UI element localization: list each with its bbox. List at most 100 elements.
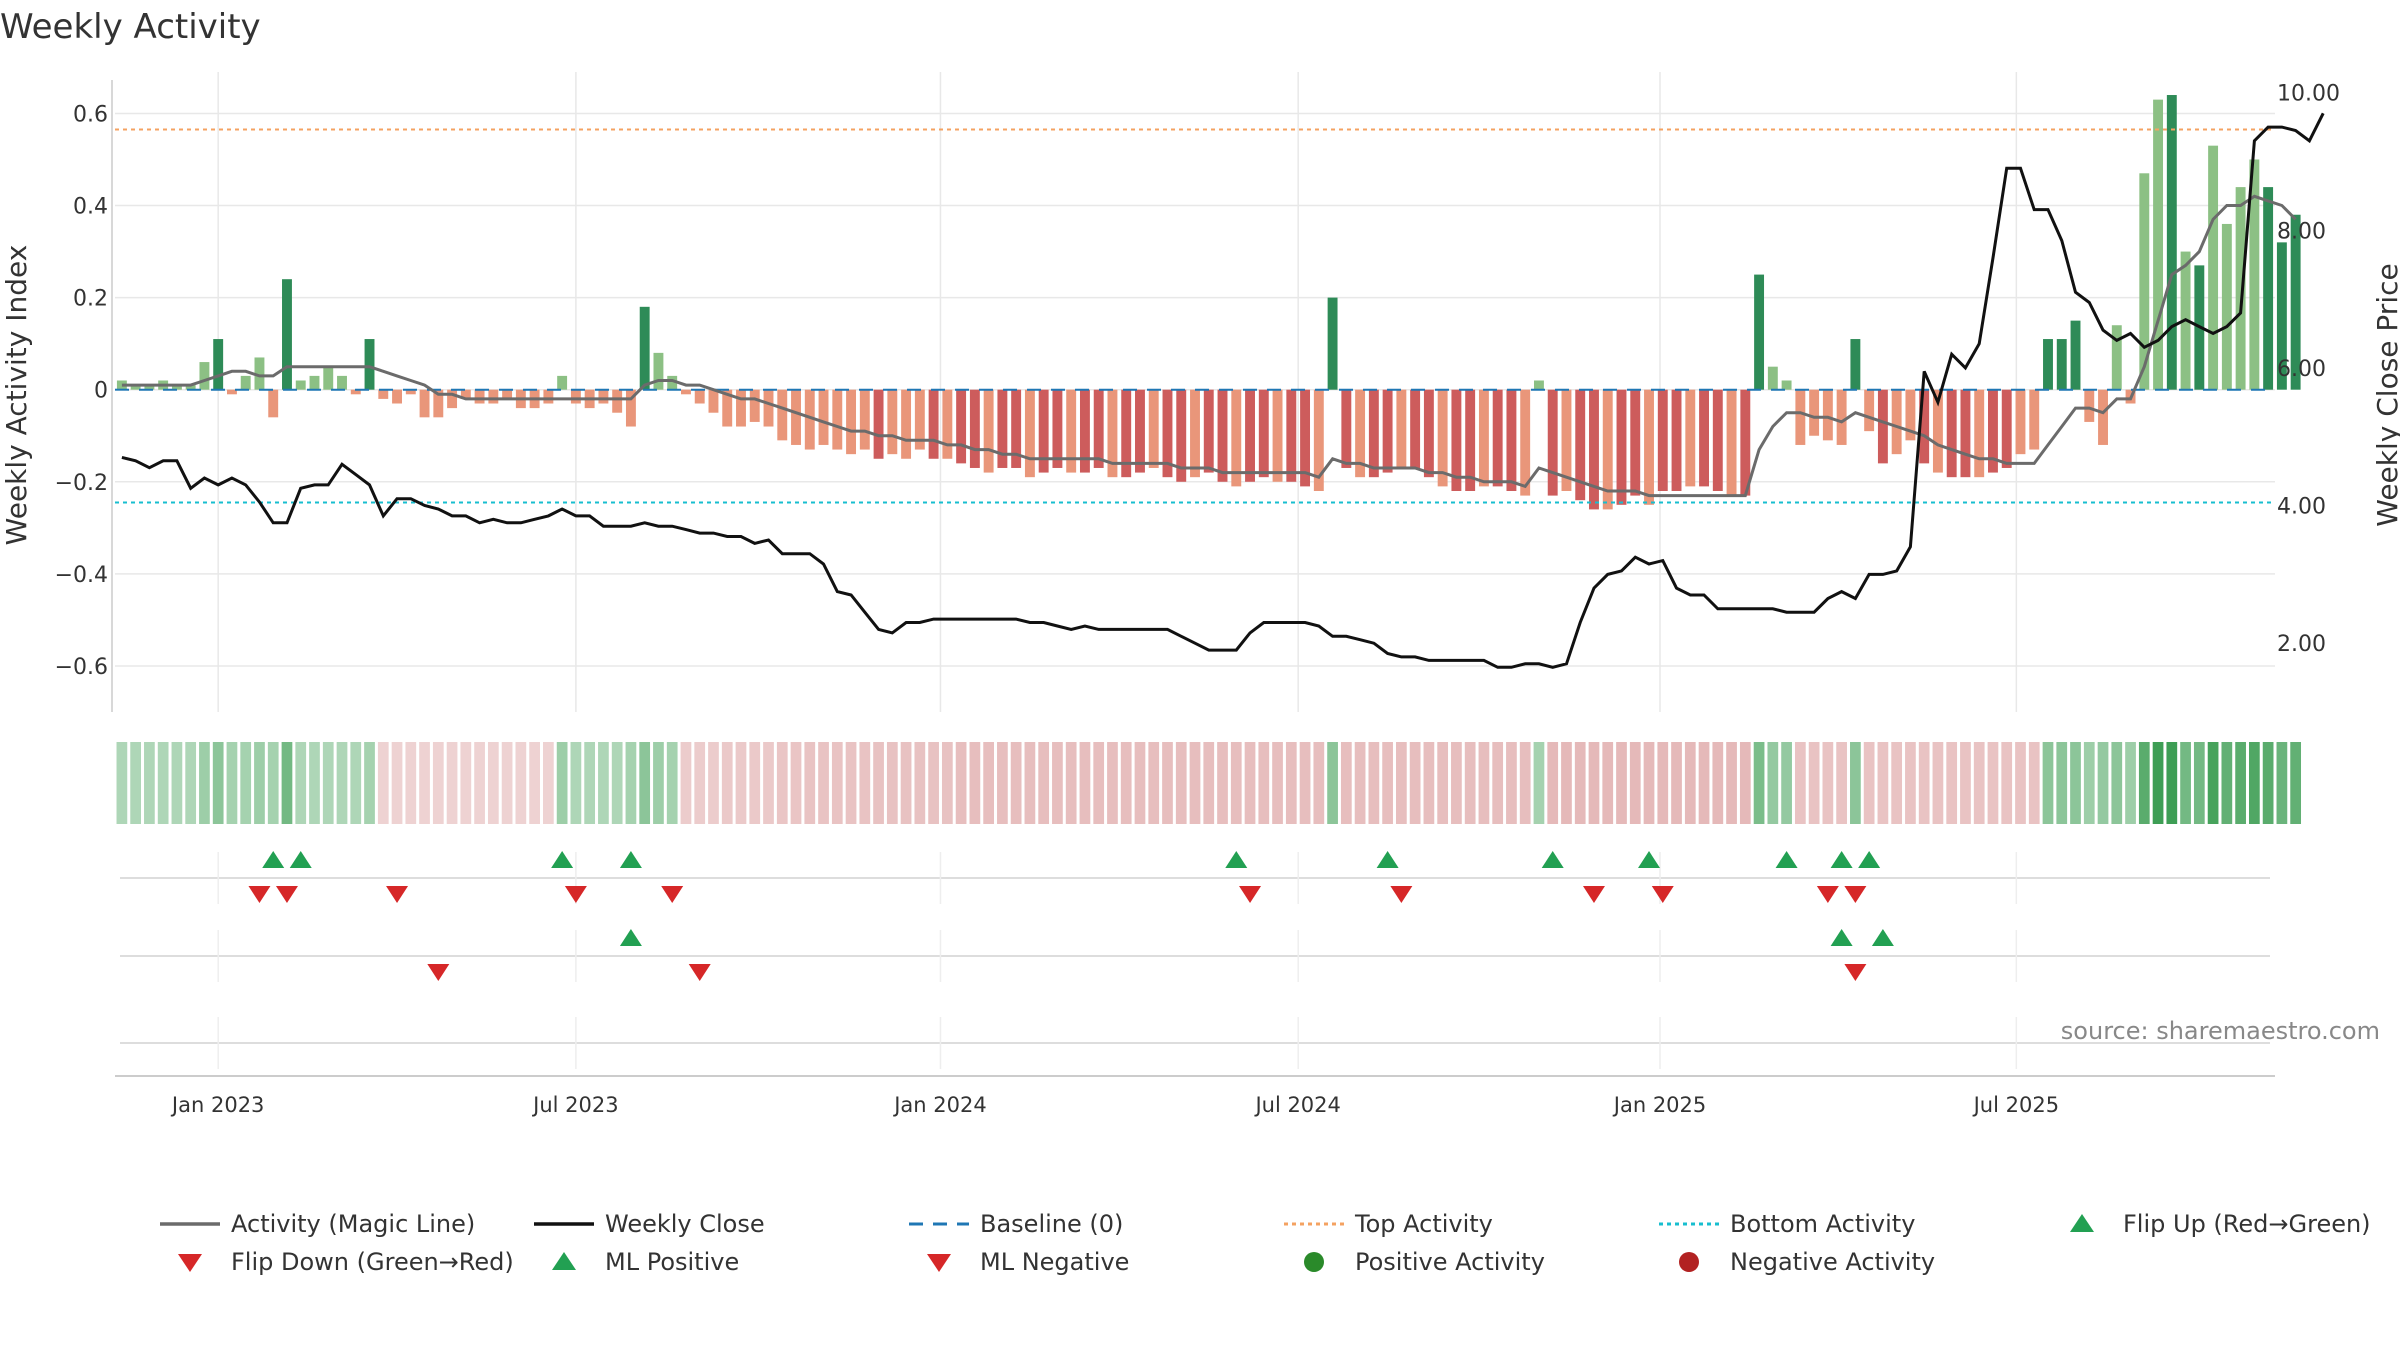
- legend-swatch-dot: [1679, 1252, 1699, 1272]
- heatmap-cell: [1492, 742, 1504, 824]
- heatmap-cell: [515, 742, 527, 824]
- activity-bar: [1437, 389, 1448, 487]
- right-tick-label: 6.00: [2277, 357, 2326, 382]
- activity-bar: [1176, 389, 1187, 482]
- activity-bar: [1066, 389, 1077, 473]
- flip-down-marker: [661, 886, 684, 903]
- flip-down-marker: [1816, 886, 1839, 903]
- heatmap-cell: [1519, 742, 1531, 824]
- heatmap-cell: [1836, 742, 1847, 824]
- left-tick-label: 0.2: [73, 287, 108, 312]
- heatmap-cell: [1574, 742, 1586, 824]
- legend-label: Top Activity: [1354, 1210, 1493, 1238]
- legend-label: Negative Activity: [1730, 1248, 1935, 1276]
- heatmap-cell: [1698, 742, 1710, 824]
- activity-bar: [171, 385, 182, 390]
- activity-bar: [2290, 214, 2301, 390]
- heatmap-cell: [598, 742, 609, 824]
- activity-bar: [323, 366, 334, 390]
- heatmap-cell: [2221, 742, 2233, 824]
- heatmap-cell: [1065, 742, 1077, 824]
- flip-up-marker: [619, 851, 642, 868]
- activity-bar: [956, 389, 967, 464]
- heatmap-cell: [2056, 742, 2068, 824]
- heatmap-cell: [1162, 742, 1173, 824]
- legend-label: Positive Activity: [1355, 1248, 1545, 1276]
- legend-label: Baseline (0): [980, 1210, 1123, 1238]
- activity-bar: [928, 389, 939, 459]
- legend-label: Bottom Activity: [1730, 1210, 1915, 1238]
- legend-swatch-dot: [1304, 1252, 1324, 1272]
- heatmap-cell: [1561, 742, 1572, 824]
- heatmap-cell: [1244, 742, 1256, 824]
- heatmap-cell: [419, 742, 430, 824]
- activity-bar: [570, 389, 581, 404]
- x-tick-label: Jul 2025: [1972, 1093, 2059, 1117]
- activity-bars: [116, 95, 2301, 510]
- heatmap-cell: [1905, 742, 1916, 824]
- activity-bar: [1231, 389, 1242, 487]
- heatmap-cell: [309, 742, 320, 824]
- left-axis-label: Weekly Activity Index: [0, 245, 33, 546]
- activity-bar: [1011, 389, 1022, 468]
- heatmap-cell: [446, 742, 458, 824]
- heatmap-cell: [1340, 742, 1352, 824]
- heatmap-cell: [1382, 742, 1393, 824]
- heatmap-cell: [2097, 742, 2109, 824]
- heatmap-cell: [281, 742, 293, 824]
- heatmap-cell: [1712, 742, 1724, 824]
- heatmap-cell: [1203, 742, 1215, 824]
- heatmap-cell: [1451, 742, 1462, 824]
- signal-panels: [115, 851, 2275, 1077]
- heatmap-cell: [171, 742, 183, 824]
- heatmap-cell: [543, 742, 554, 824]
- right-tick-label: 10.00: [2277, 82, 2340, 107]
- heatmap-cell: [2166, 742, 2178, 824]
- heatmap-cell: [721, 742, 733, 824]
- activity-bar: [1272, 389, 1283, 482]
- activity-bar: [1809, 389, 1820, 436]
- heatmap-cell: [1093, 742, 1105, 824]
- heatmap-cell: [1960, 742, 1971, 824]
- activity-bar: [460, 389, 471, 399]
- heatmap-cell: [997, 742, 1008, 824]
- activity-bar: [2235, 187, 2246, 390]
- activity-bar: [818, 389, 829, 445]
- activity-bar: [694, 389, 705, 404]
- heatmap-cell: [2138, 742, 2150, 824]
- heatmap-cell: [226, 742, 238, 824]
- heatmap-cell: [1396, 742, 1407, 824]
- heatmap-cell: [914, 742, 926, 824]
- ml-up-marker: [619, 929, 642, 946]
- activity-bar: [2263, 187, 2274, 390]
- left-tick-label: 0.6: [73, 102, 108, 127]
- heatmap-cell: [2083, 742, 2095, 824]
- activity-bar: [1767, 366, 1778, 390]
- activity-bar: [1988, 389, 1998, 473]
- heatmap-cell: [735, 742, 747, 824]
- activity-bar: [1547, 389, 1558, 496]
- heatmap-cell: [322, 742, 334, 824]
- x-axis-ticks: Jan 2023 Jul 2023 Jan 2024 Jul 2024 Jan 2025…: [170, 1093, 2059, 1117]
- activity-bar: [1203, 389, 1214, 473]
- heatmap-cell: [2207, 742, 2219, 824]
- activity-bar: [1836, 389, 1847, 445]
- heatmap-cell: [1602, 742, 1614, 824]
- activity-bar: [859, 389, 870, 450]
- activity-bar: [1919, 389, 1930, 464]
- heatmap-cell: [2276, 742, 2288, 824]
- activity-bar: [1781, 380, 1792, 390]
- activity-bar: [557, 375, 568, 390]
- legend-label: Activity (Magic Line): [231, 1210, 475, 1238]
- heatmap-cell: [474, 742, 485, 824]
- left-tick-label: 0.4: [73, 195, 108, 220]
- source-note: source: sharemaestro.com: [2061, 1017, 2380, 1045]
- activity-bar: [722, 389, 733, 427]
- activity-bar: [846, 389, 857, 455]
- heatmap-cell: [859, 742, 871, 824]
- activity-bar: [1135, 389, 1145, 473]
- legend-swatch-down: [178, 1254, 202, 1272]
- activity-bar: [1382, 389, 1393, 473]
- heatmap-cell: [2070, 742, 2081, 824]
- flip-up-marker: [1775, 851, 1798, 868]
